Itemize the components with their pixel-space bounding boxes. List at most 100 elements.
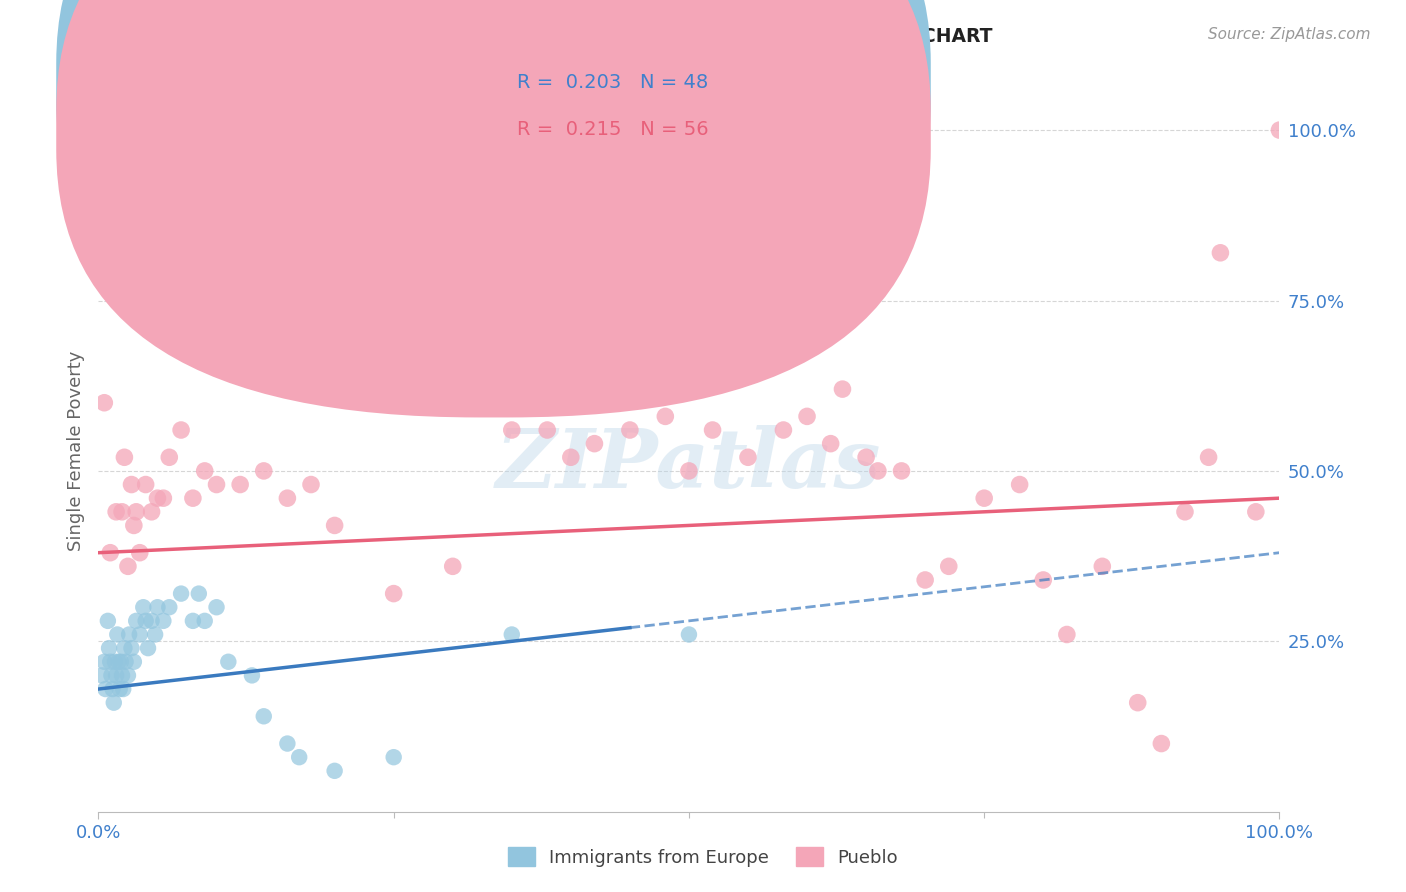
Point: [101, 681, 124, 696]
Point: [181, 491, 204, 505]
Point: [866, 464, 889, 478]
Point: [205, 600, 228, 615]
Point: [146, 491, 169, 505]
Point: [104, 655, 127, 669]
Point: [536, 423, 558, 437]
Point: [382, 750, 405, 764]
Point: [112, 681, 135, 696]
Point: [938, 559, 960, 574]
Point: [122, 518, 145, 533]
Point: [152, 491, 174, 505]
Point: [702, 423, 724, 437]
Point: [855, 450, 877, 465]
Point: [181, 614, 204, 628]
Point: [125, 614, 148, 628]
Point: [1268, 123, 1291, 137]
Point: [157, 600, 180, 615]
Point: [914, 573, 936, 587]
Point: [128, 546, 150, 560]
Point: [170, 586, 193, 600]
Legend: Immigrants from Europe, Pueblo: Immigrants from Europe, Pueblo: [501, 840, 905, 874]
Point: [229, 477, 252, 491]
Point: [619, 423, 641, 437]
Point: [125, 505, 148, 519]
Point: [121, 477, 143, 491]
Point: [678, 627, 700, 641]
Point: [1209, 245, 1232, 260]
Point: [91, 668, 114, 682]
Point: [135, 477, 157, 491]
Point: [323, 518, 346, 533]
Point: [108, 681, 131, 696]
Point: [98, 641, 121, 656]
Point: [97, 614, 120, 628]
Point: [1198, 450, 1220, 465]
Point: [93, 655, 115, 669]
Point: [253, 709, 276, 723]
Point: [141, 505, 163, 519]
Point: [820, 436, 842, 450]
Point: [112, 450, 135, 465]
Point: [111, 668, 134, 682]
Point: [288, 750, 311, 764]
Point: [276, 737, 298, 751]
Point: [107, 655, 129, 669]
Point: [583, 436, 606, 450]
Point: [135, 614, 157, 628]
Point: [117, 668, 139, 682]
Point: [122, 655, 145, 669]
Point: [1032, 573, 1054, 587]
Point: [121, 641, 143, 656]
Point: [117, 559, 139, 574]
Point: [240, 668, 263, 682]
Point: [654, 409, 676, 424]
Point: [157, 450, 180, 465]
Text: ZIPatlas: ZIPatlas: [496, 425, 882, 505]
Point: [136, 641, 159, 656]
Point: [111, 505, 134, 519]
Point: [132, 600, 155, 615]
Point: [1126, 696, 1149, 710]
Point: [737, 450, 759, 465]
Point: [796, 409, 818, 424]
Point: [105, 627, 128, 641]
Point: [114, 655, 136, 669]
Point: [890, 464, 912, 478]
Point: [194, 464, 217, 478]
Point: [560, 450, 582, 465]
Point: [1008, 477, 1031, 491]
Point: [299, 477, 322, 491]
Point: [253, 464, 276, 478]
Point: [141, 614, 163, 628]
Text: Source: ZipAtlas.com: Source: ZipAtlas.com: [1208, 27, 1371, 42]
Point: [146, 600, 169, 615]
Point: [118, 627, 141, 641]
Point: [112, 641, 135, 656]
Point: [831, 382, 853, 396]
Point: [194, 614, 217, 628]
Text: IMMIGRANTS FROM EUROPE VS PUEBLO SINGLE FEMALE POVERTY CORRELATION CHART: IMMIGRANTS FROM EUROPE VS PUEBLO SINGLE …: [63, 27, 993, 45]
Point: [772, 423, 794, 437]
Point: [678, 464, 700, 478]
Point: [973, 491, 995, 505]
Y-axis label: Single Female Poverty: Single Female Poverty: [66, 351, 84, 550]
Text: R =  0.215   N = 56: R = 0.215 N = 56: [517, 120, 709, 139]
Point: [105, 505, 128, 519]
Point: [205, 477, 228, 491]
Point: [1244, 505, 1267, 519]
Point: [170, 423, 193, 437]
Point: [105, 668, 128, 682]
Point: [276, 491, 298, 505]
Point: [1091, 559, 1114, 574]
Point: [187, 586, 209, 600]
Text: R =  0.203   N = 48: R = 0.203 N = 48: [517, 72, 709, 92]
Point: [98, 655, 121, 669]
Point: [143, 627, 166, 641]
Point: [103, 696, 125, 710]
Point: [176, 260, 198, 274]
Point: [1150, 737, 1173, 751]
Point: [128, 627, 150, 641]
Point: [1056, 627, 1078, 641]
Point: [217, 655, 239, 669]
Point: [501, 423, 523, 437]
